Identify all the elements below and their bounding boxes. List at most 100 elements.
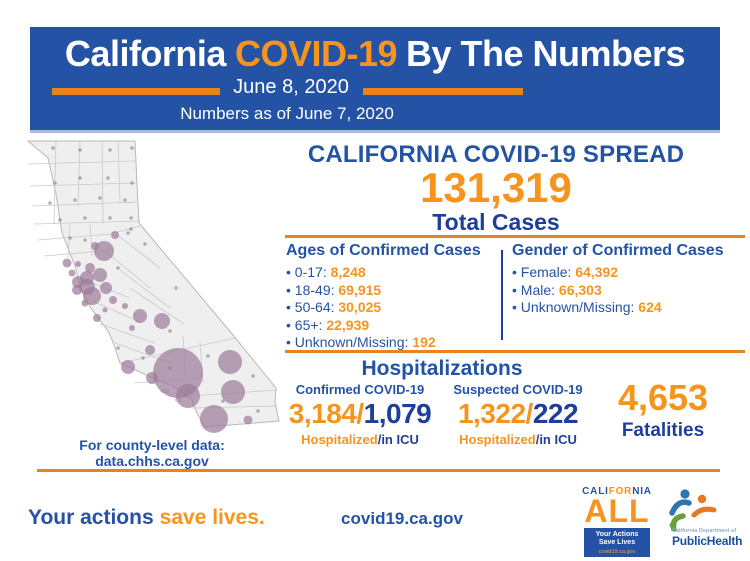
age-value: 22,939 [326, 316, 370, 333]
county-marker-dot [174, 286, 178, 290]
cdph-text: California Department of PublicHealth [672, 528, 742, 548]
county-marker-dot [130, 181, 134, 185]
date-divider-right [363, 88, 523, 95]
county-case-bubble [102, 307, 108, 313]
county-marker-dot [130, 146, 134, 150]
county-marker-dot [168, 329, 172, 333]
county-marker-dot [98, 196, 102, 200]
age-value: 8,248 [330, 264, 366, 280]
county-marker-dot [123, 198, 127, 202]
cdph-name-line: PublicHealth [672, 534, 743, 548]
confirmed-hospitalized-icu-value: 3,184/1,079 [288, 398, 432, 429]
spread-heading: CALIFORNIA COVID-19 SPREAD [307, 141, 685, 168]
county-case-bubble [218, 350, 242, 374]
gender-list: Female: 64,392 Male: 66,303 Unknown/Miss… [512, 264, 745, 317]
county-marker-dot [73, 198, 77, 202]
county-marker-dot [106, 176, 110, 180]
county-case-bubble [133, 309, 147, 323]
gender-section: Gender of Confirmed Cases Female: 64,392… [512, 242, 745, 317]
section-divider [285, 235, 745, 238]
cdph-department-line: California Department of [672, 528, 737, 534]
county-marker-dot [256, 409, 260, 413]
california-county-bubble-map [26, 140, 280, 433]
county-case-bubble [93, 314, 101, 322]
county-case-bubble [83, 287, 101, 305]
confirmed-covid-column: Confirmed COVID-19 3,184/1,079 Hospitali… [278, 382, 442, 447]
age-row-50-64: 50-64: 30,025 [286, 299, 496, 317]
age-value: 192 [412, 334, 436, 350]
fatalities-value: 4,653 [617, 377, 709, 418]
county-dot-layer [48, 146, 260, 413]
date-divider-left [52, 88, 220, 95]
report-date: June 8, 2020 [233, 76, 349, 98]
age-row-0-17: 0-17: 8,248 [286, 264, 496, 282]
cdph-figures-icon [669, 489, 717, 531]
county-case-bubble [129, 325, 135, 331]
title-by-the-numbers: By The Numbers [406, 33, 686, 74]
county-marker-dot [48, 201, 52, 205]
county-marker-dot [108, 216, 112, 220]
gender-row-unknown: Unknown/Missing: 624 [512, 299, 745, 317]
cdph-logo: California Department of PublicHealth [656, 487, 750, 555]
gender-heading: Gender of Confirmed Cases [512, 242, 724, 259]
county-case-bubble [176, 384, 200, 408]
county-case-bubble [75, 261, 81, 267]
suspected-sub-label: Hospitalized/in ICU [459, 432, 577, 447]
county-marker-dot [221, 399, 225, 403]
county-marker-dot [116, 266, 120, 270]
county-marker-dot [51, 146, 55, 150]
title-california: California [64, 33, 227, 74]
california-all-slogan-box: Your Actions Save Lives covid19.ca.gov [584, 528, 650, 557]
county-case-bubble [221, 380, 245, 404]
county-marker-dot [116, 346, 120, 350]
california-all-logo: CALIFORNIA ALL Your Actions Save Lives c… [578, 486, 656, 557]
county-marker-dot [141, 356, 145, 360]
age-value: 30,025 [338, 299, 382, 315]
county-marker-dot [108, 148, 112, 152]
county-marker-dot [78, 148, 82, 152]
county-marker-dot [83, 238, 87, 242]
age-row-unknown: Unknown/Missing: 192 [286, 334, 496, 352]
confirmed-label: Confirmed COVID-19 [295, 382, 425, 397]
column-divider [501, 250, 503, 340]
county-case-bubble [154, 313, 170, 329]
county-case-bubble [85, 263, 95, 273]
all-wordmark: ALL [584, 493, 650, 529]
county-case-bubble [122, 303, 128, 309]
footer-divider [37, 469, 720, 472]
county-case-bubble [62, 258, 72, 268]
county-case-bubble [91, 242, 99, 250]
county-marker-dot [129, 216, 133, 220]
case-bubble-layer [62, 231, 253, 433]
age-row-65plus: 65+: 22,939 [286, 317, 496, 335]
county-case-bubble [200, 405, 228, 433]
tagline: Your actions save lives. [28, 506, 265, 530]
confirmed-sub-label: Hospitalized/in ICU [301, 432, 419, 447]
county-data-note: For county-level data: data.chhs.ca.gov [18, 437, 286, 469]
gender-value: 66,303 [558, 281, 602, 298]
gender-row-female: Female: 64,392 [512, 264, 745, 282]
covid19-website-url[interactable]: covid19.ca.gov [341, 509, 463, 528]
county-marker-dot [83, 216, 87, 220]
county-marker-dot [126, 231, 130, 235]
total-cases-value: 131,319 [420, 164, 572, 211]
county-marker-dot [68, 236, 72, 240]
gender-value: 624 [638, 299, 662, 315]
tagline-blue: Your actions [28, 506, 154, 529]
title-covid19: COVID-19 [234, 33, 398, 74]
county-case-bubble [93, 268, 107, 282]
county-marker-dot [143, 242, 147, 246]
data-as-of-date: Numbers as of June 7, 2020 [180, 104, 394, 123]
county-marker-dot [53, 181, 57, 185]
county-data-url[interactable]: data.chhs.ca.gov [95, 453, 209, 469]
suspected-hospitalized-icu-value: 1,322/222 [457, 398, 579, 429]
fatalities-block: 4,653 Fatalities [588, 377, 738, 442]
banner: California COVID-19 By The Numbers June 8,… [30, 27, 720, 133]
county-data-note-line1: For county-level data: [79, 437, 225, 453]
age-value: 69,915 [338, 281, 382, 298]
hospitalizations-heading: Hospitalizations [361, 357, 523, 380]
county-marker-dot [78, 176, 82, 180]
suspected-label: Suspected COVID-19 [453, 382, 583, 397]
county-case-bubble [109, 296, 117, 304]
